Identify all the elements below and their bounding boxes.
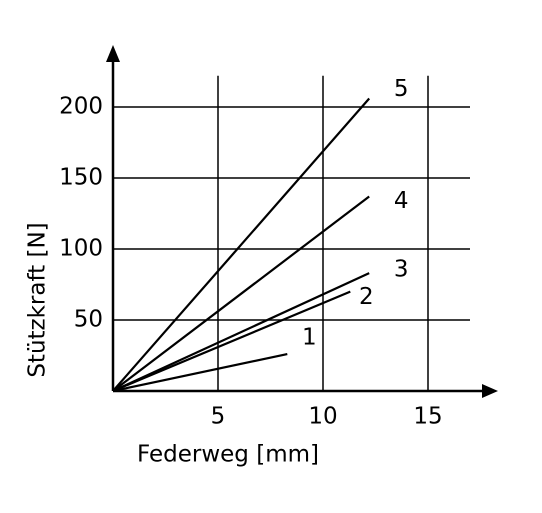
y-tick-label: 200: [59, 94, 103, 120]
y-axis-arrow: [106, 45, 120, 62]
series-line: [112, 272, 370, 392]
x-tick-label: 5: [211, 404, 226, 430]
series-label: 4: [394, 188, 409, 214]
x-tick-label: 15: [413, 404, 442, 430]
y-axis-title: Stützkraft [N]: [25, 222, 51, 377]
x-axis-title: Federweg [mm]: [137, 442, 319, 468]
x-axis-arrow: [482, 384, 498, 398]
y-tick-label: 50: [74, 307, 103, 333]
series-line: [112, 353, 288, 393]
series-line: [112, 195, 370, 392]
y-tick-label: 150: [59, 165, 103, 191]
series-label: 3: [394, 257, 409, 283]
series-label: 2: [359, 284, 374, 310]
x-tick-label: 10: [308, 404, 337, 430]
y-tick-label: 100: [59, 236, 103, 262]
series-line: [112, 290, 351, 393]
series-line: [112, 97, 371, 392]
series-label: 5: [394, 76, 409, 102]
series-label: 1: [302, 325, 317, 351]
